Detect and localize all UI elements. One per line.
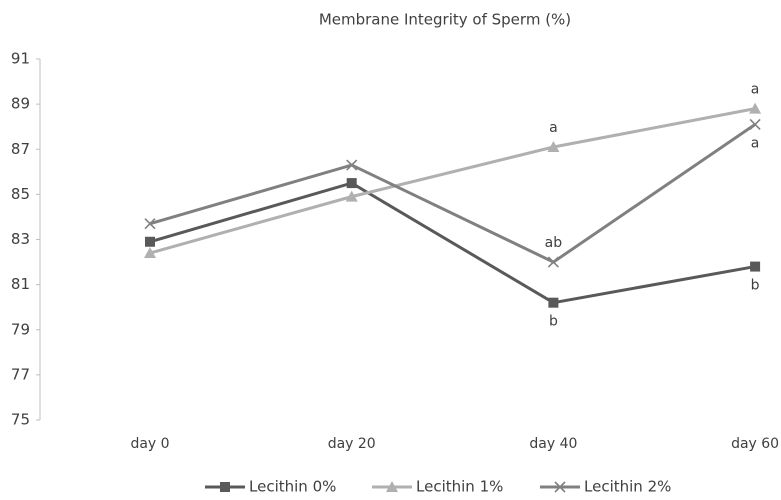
series-line — [149, 181, 756, 305]
data-point — [345, 190, 358, 202]
data-point — [548, 297, 559, 308]
data-point — [144, 247, 156, 259]
y-tick-label: 87 — [11, 140, 30, 158]
data-point — [547, 256, 559, 268]
data-point — [750, 261, 761, 272]
data-point — [749, 102, 762, 114]
annotation: a — [751, 135, 760, 151]
x-tick-label: day 0 — [130, 436, 169, 452]
data-point — [346, 159, 358, 171]
x-tick-label: day 20 — [328, 436, 376, 452]
series-line — [149, 123, 756, 264]
y-tick-label: 89 — [11, 95, 30, 113]
y-tick-label: 77 — [11, 365, 30, 383]
data-point — [144, 218, 156, 230]
data-point — [547, 140, 560, 152]
data-point — [346, 178, 357, 189]
x-tick-label: day 60 — [731, 436, 779, 452]
annotation: a — [549, 120, 558, 136]
y-tick-label: 85 — [11, 185, 30, 203]
data-point — [145, 236, 155, 247]
legend-marker — [554, 481, 566, 493]
legend-label: Lecithin 2% — [584, 478, 671, 496]
y-tick-label: 75 — [11, 411, 30, 429]
y-tick-label: 83 — [11, 230, 30, 248]
chart-title: Membrane Integrity of Sperm (%) — [319, 11, 571, 29]
annotation: b — [549, 314, 558, 330]
legend-marker — [386, 481, 398, 492]
y-tick-label: 79 — [11, 320, 30, 338]
data-point — [749, 118, 761, 130]
y-tick-label: 81 — [11, 275, 30, 293]
annotation: a — [751, 82, 760, 98]
legend-label: Lecithin 0% — [249, 478, 336, 496]
annotation: b — [751, 278, 760, 294]
series-line — [149, 107, 756, 255]
y-tick-label: 91 — [11, 50, 30, 68]
legend-label: Lecithin 1% — [416, 478, 503, 496]
annotation: ab — [545, 235, 563, 251]
x-tick-label: day 40 — [529, 436, 577, 452]
legend-marker — [220, 482, 230, 492]
